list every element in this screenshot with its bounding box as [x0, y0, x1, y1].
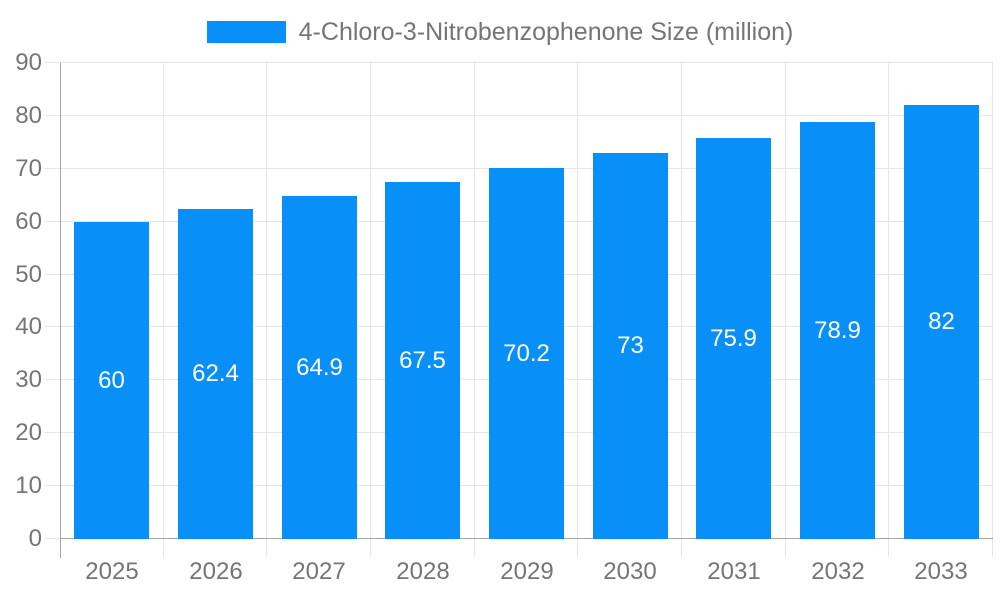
x-axis-tick [992, 539, 993, 557]
x-gridline [992, 63, 993, 539]
x-gridline [370, 63, 371, 539]
x-axis-tick [784, 539, 786, 557]
y-axis-label: 20 [15, 419, 42, 447]
bar[interactable]: 60 [74, 222, 149, 539]
x-gridline [162, 63, 164, 539]
legend-label: 4-Chloro-3-Nitrobenzophenone Size (milli… [298, 18, 794, 46]
legend[interactable]: 4-Chloro-3-Nitrobenzophenone Size (milli… [0, 18, 1000, 46]
x-axis-label: 2028 [396, 558, 450, 585]
x-axis-tick [681, 539, 682, 557]
y-gridline [45, 62, 993, 63]
y-axis-label: 0 [28, 525, 42, 552]
y-gridline [45, 114, 993, 116]
x-axis-label: 2025 [85, 558, 139, 585]
x-axis-label: 2026 [189, 558, 243, 585]
x-axis-tick [162, 539, 164, 557]
y-axis-label: 70 [15, 154, 42, 182]
bar-value-label: 64.9 [296, 353, 343, 381]
bar-value-label: 67.5 [399, 346, 446, 374]
y-axis-label: 60 [15, 207, 42, 235]
x-gridline [577, 63, 579, 539]
bar-value-label: 82 [928, 308, 955, 335]
bar-value-label: 73 [617, 332, 644, 359]
x-axis-label: 2030 [603, 558, 657, 585]
x-axis-tick [473, 539, 475, 557]
bar[interactable]: 75.9 [696, 138, 771, 539]
x-axis-label: 2033 [914, 558, 968, 585]
x-axis-label: 2032 [811, 558, 865, 585]
x-axis-label: 2029 [500, 558, 554, 585]
y-axis-tick [45, 538, 60, 539]
bar-value-label: 70.2 [503, 339, 550, 367]
bar[interactable]: 64.9 [282, 196, 357, 539]
y-axis-label: 10 [15, 472, 42, 500]
x-axis-label: 2027 [292, 558, 346, 585]
x-gridline [888, 63, 890, 539]
x-gridline [681, 63, 682, 539]
bar[interactable]: 70.2 [489, 168, 564, 539]
x-axis-tick [266, 539, 268, 557]
y-axis-label: 50 [15, 260, 42, 288]
bar-value-label: 78.9 [814, 316, 861, 344]
x-axis-tick [370, 539, 371, 557]
y-axis-label: 80 [15, 101, 42, 129]
bar[interactable]: 78.9 [800, 122, 875, 539]
y-axis-label: 30 [15, 366, 42, 394]
bar-value-label: 62.4 [192, 360, 239, 387]
bar[interactable]: 73 [593, 153, 668, 539]
x-axis-label: 2031 [707, 558, 761, 585]
bar[interactable]: 82 [904, 105, 979, 539]
x-axis-tick [577, 539, 579, 557]
bar-value-label: 60 [98, 366, 125, 394]
bar-value-label: 75.9 [710, 324, 757, 352]
bar[interactable]: 67.5 [385, 182, 460, 539]
y-axis-line [60, 63, 61, 558]
x-gridline [266, 63, 268, 539]
x-gridline [784, 63, 786, 539]
x-axis-tick [888, 539, 890, 557]
y-axis-label: 90 [15, 49, 42, 76]
y-axis-label: 40 [15, 313, 42, 341]
x-gridline [473, 63, 475, 539]
bar[interactable]: 62.4 [178, 209, 253, 539]
legend-swatch [206, 21, 286, 43]
